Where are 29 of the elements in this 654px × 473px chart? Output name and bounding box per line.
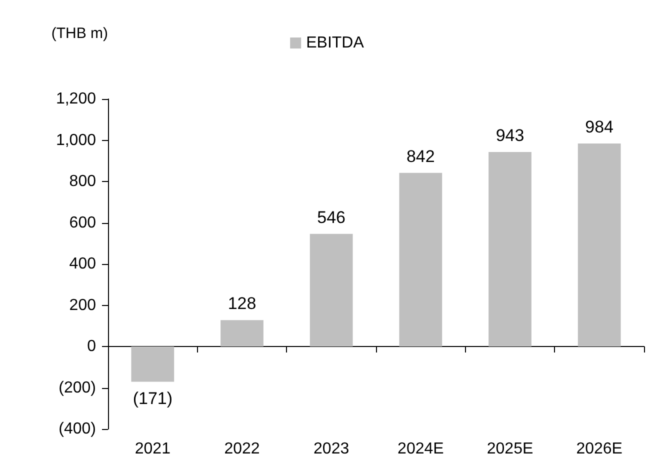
bar	[578, 144, 621, 346]
x-tick-label: 2023	[314, 440, 350, 458]
y-axis-title: (THB m)	[51, 25, 108, 42]
x-tick-label: 2024E	[398, 440, 444, 458]
data-label: 943	[496, 126, 524, 146]
y-tick-label: 1,000	[56, 132, 96, 149]
x-tick-label: 2021	[134, 440, 171, 458]
y-tick-label: 400	[69, 256, 96, 272]
x-tick-label: 2022	[224, 440, 260, 458]
data-label: 842	[406, 146, 435, 166]
x-tick-label: 2025E	[486, 440, 534, 458]
y-tick-label: 0	[87, 338, 96, 355]
bar	[131, 346, 174, 382]
bar	[220, 320, 264, 346]
y-tick-label: 200	[69, 296, 96, 314]
y-tick-label: 800	[69, 173, 96, 190]
y-tick-label: 1,200	[56, 90, 96, 108]
data-label: (171)	[132, 388, 173, 408]
y-tick-label: (200)	[58, 379, 96, 396]
bar	[399, 172, 442, 346]
legend-label: EBITDA	[306, 34, 364, 52]
data-label: 128	[228, 294, 256, 314]
y-tick-label: 600	[69, 214, 96, 232]
y-tick-label: (400)	[58, 420, 96, 438]
x-tick-label: 2026E	[576, 440, 622, 458]
bar	[488, 152, 532, 346]
data-label: 984	[585, 118, 614, 137]
bar	[310, 234, 353, 346]
data-label: 546	[317, 208, 346, 227]
